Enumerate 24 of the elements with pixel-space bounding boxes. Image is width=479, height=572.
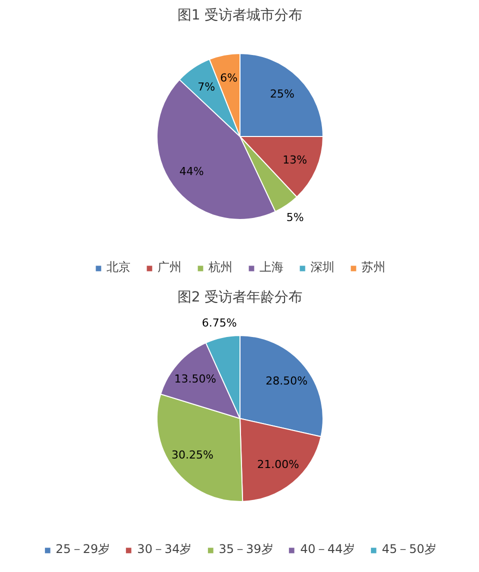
data-label: 21.00%: [257, 458, 300, 472]
data-label: 6%: [220, 71, 238, 84]
data-label: 28.50%: [266, 374, 308, 388]
chart-title: 图2 受访者年龄分布: [177, 290, 303, 306]
data-label: 5%: [286, 211, 304, 224]
legend-label: 45－50岁: [382, 541, 436, 558]
legend-label: 35－39岁: [218, 541, 274, 558]
data-label: 7%: [198, 80, 216, 94]
legend-label: 25－29岁: [56, 541, 110, 558]
data-label: 30.25%: [172, 448, 214, 462]
legend-label: 40－44岁: [300, 541, 355, 558]
data-label: 13.50%: [174, 372, 216, 386]
data-label: 13%: [282, 154, 308, 167]
legend-label: 上海: [260, 259, 284, 276]
legend-label: 30－34岁: [137, 541, 192, 558]
legend-label: 北京: [106, 259, 130, 276]
data-label: 25%: [270, 88, 294, 101]
legend-label: 苏州: [362, 259, 386, 276]
legend-label: 广州: [158, 259, 182, 276]
data-label: 44%: [179, 165, 204, 178]
chart-title: 图1 受访者城市分布: [177, 8, 303, 24]
legend-label: 杭州: [208, 259, 232, 276]
legend-label: 深圳: [310, 259, 334, 276]
data-label: 6.75%: [202, 316, 237, 330]
